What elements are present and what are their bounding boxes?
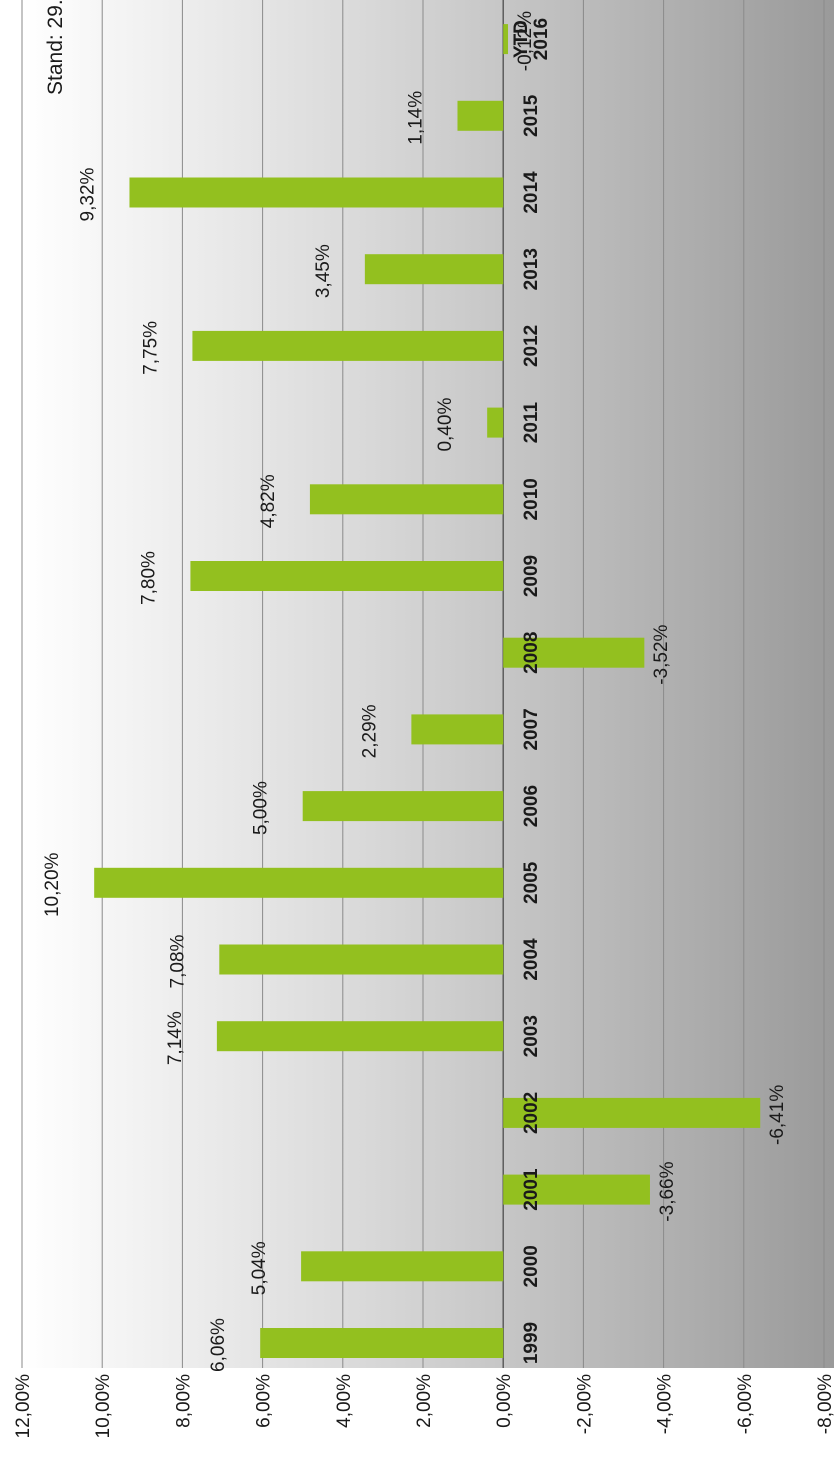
bar: [302, 791, 504, 822]
bar: [309, 484, 504, 515]
data-label: 5,00%: [251, 781, 272, 835]
category-label: 2002: [521, 1092, 542, 1134]
category-label: 2004: [521, 938, 542, 981]
bar: [503, 1174, 650, 1205]
tick-label: 2,00%: [414, 1374, 435, 1428]
bar: [216, 1021, 504, 1052]
tick-label: -4,00%: [655, 1374, 676, 1434]
tick-labels: 12,00% 10,00% 8,00% 6,00% 4,00% 2,00% 0,00% -2,…: [13, 1374, 834, 1439]
data-label: 5,04%: [249, 1241, 270, 1295]
category-labels: 1999 2000 2001 2002 2003 2004 2005 2006 2007 2008…: [511, 18, 552, 1364]
data-label: 7,80%: [138, 551, 159, 605]
data-label: 7,08%: [167, 934, 188, 988]
bar: [503, 1097, 761, 1128]
plot-background: [22, 0, 834, 1368]
category-label: 2005: [521, 861, 542, 904]
tick-label: 10,00%: [93, 1374, 114, 1439]
category-label: 2014: [521, 171, 542, 214]
data-label: 2,29%: [359, 704, 380, 758]
stand-annotation: Stand: 29.01.2016: [44, 0, 67, 95]
bar: [192, 330, 504, 361]
tick-label: 4,00%: [334, 1374, 355, 1428]
bar: [129, 177, 504, 208]
tick-label: -6,00%: [735, 1374, 756, 1434]
category-label: 2003: [521, 1015, 542, 1057]
category-label: 2007: [521, 708, 542, 750]
category-label: 2011: [521, 402, 542, 444]
tick-label: 0,00%: [494, 1374, 515, 1428]
bar: [260, 1328, 504, 1358]
bars: [94, 24, 761, 1358]
data-label: -0,12%: [515, 11, 536, 71]
gridlines: [21, 0, 825, 1368]
category-label: 2009: [521, 555, 542, 597]
category-label: 2010: [521, 478, 542, 520]
data-label: 10,20%: [42, 852, 63, 917]
tick-label: 6,00%: [254, 1374, 275, 1428]
data-label: -3,66%: [657, 1161, 678, 1221]
category-label: 2006: [521, 785, 542, 827]
category-label: 2012: [521, 325, 542, 367]
bar: [411, 714, 504, 745]
category-label: 2008: [521, 632, 542, 674]
data-label: 6,06%: [208, 1318, 229, 1372]
value-labels: 6,06% 5,04% -3,66% -6,41% 7,14% 7,08% 10,20% 5,…: [42, 11, 788, 1372]
tick-label: 8,00%: [173, 1374, 194, 1428]
tick-label: -8,00%: [815, 1374, 834, 1434]
tick-label: 12,00%: [13, 1374, 34, 1439]
data-label: 4,82%: [258, 474, 279, 528]
bar: [364, 254, 504, 285]
bar: [190, 561, 504, 591]
data-label: 0,40%: [435, 398, 456, 452]
bar: [487, 407, 504, 438]
data-label: 3,45%: [313, 244, 334, 298]
tick-label: -2,00%: [574, 1374, 595, 1434]
category-label: 2001: [521, 1168, 542, 1211]
data-label: -3,52%: [651, 624, 672, 684]
bar: [219, 944, 504, 975]
data-label: 7,14%: [165, 1011, 186, 1065]
category-label: 2015: [521, 94, 542, 137]
data-label: 7,75%: [140, 321, 161, 375]
stand-annotation-group: Stand: 29.01.2016: [44, 0, 67, 95]
category-label: YTD2016: [511, 18, 552, 60]
data-label: 9,32%: [77, 167, 98, 221]
category-label: 2013: [521, 248, 542, 290]
bar: [503, 24, 509, 55]
bar: [457, 100, 504, 131]
bar: [94, 867, 504, 898]
category-label: 2000: [521, 1245, 542, 1287]
data-label: -6,41%: [767, 1085, 788, 1145]
category-label: 1999: [521, 1322, 542, 1364]
bar: [503, 637, 645, 668]
bar: [301, 1251, 504, 1282]
data-label: 1,14%: [405, 91, 426, 145]
